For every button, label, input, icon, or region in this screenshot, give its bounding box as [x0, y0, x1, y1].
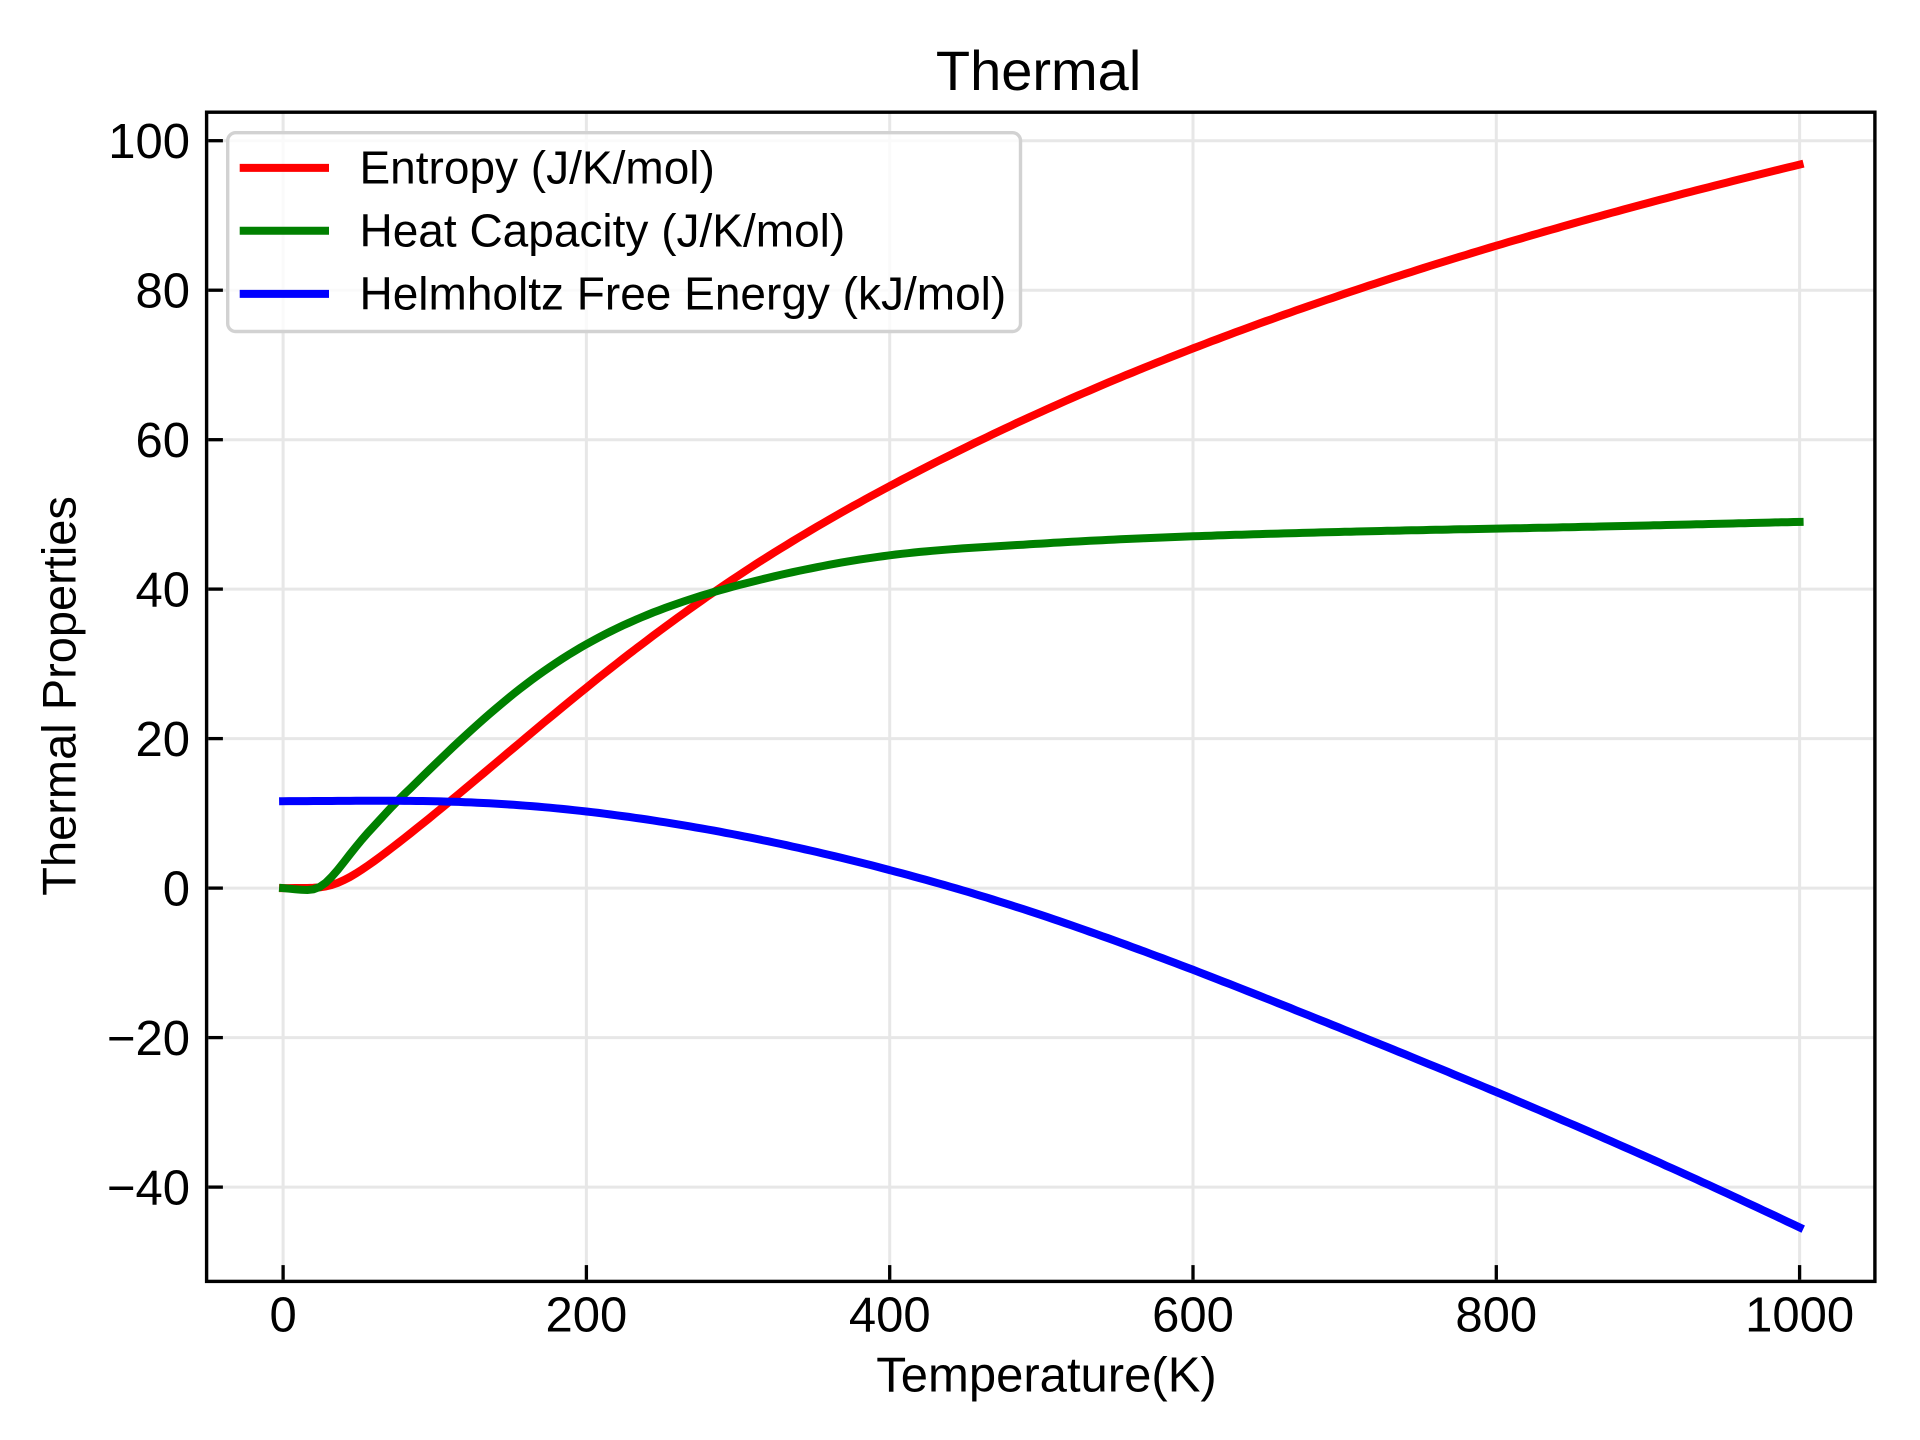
- svg-text:−20: −20: [107, 1012, 190, 1066]
- svg-text:600: 600: [1152, 1289, 1234, 1343]
- svg-text:40: 40: [135, 564, 190, 618]
- svg-text:100: 100: [108, 115, 190, 169]
- svg-text:1000: 1000: [1745, 1289, 1854, 1343]
- svg-text:80: 80: [135, 265, 190, 319]
- svg-text:0: 0: [269, 1289, 296, 1343]
- svg-text:400: 400: [849, 1289, 931, 1343]
- svg-text:−40: −40: [107, 1162, 190, 1216]
- svg-text:800: 800: [1455, 1289, 1537, 1343]
- svg-text:Helmholtz Free Energy (kJ/mol): Helmholtz Free Energy (kJ/mol): [360, 268, 1007, 320]
- svg-text:Entropy (J/K/mol): Entropy (J/K/mol): [360, 142, 715, 194]
- svg-text:Temperature(K): Temperature(K): [876, 1349, 1216, 1403]
- svg-text:Thermal: Thermal: [936, 39, 1141, 102]
- svg-text:0: 0: [163, 863, 190, 917]
- svg-text:200: 200: [546, 1289, 628, 1343]
- svg-text:20: 20: [135, 713, 190, 767]
- svg-text:60: 60: [135, 414, 190, 468]
- svg-text:Thermal Properties: Thermal Properties: [33, 496, 86, 896]
- svg-text:Heat Capacity (J/K/mol): Heat Capacity (J/K/mol): [360, 205, 846, 257]
